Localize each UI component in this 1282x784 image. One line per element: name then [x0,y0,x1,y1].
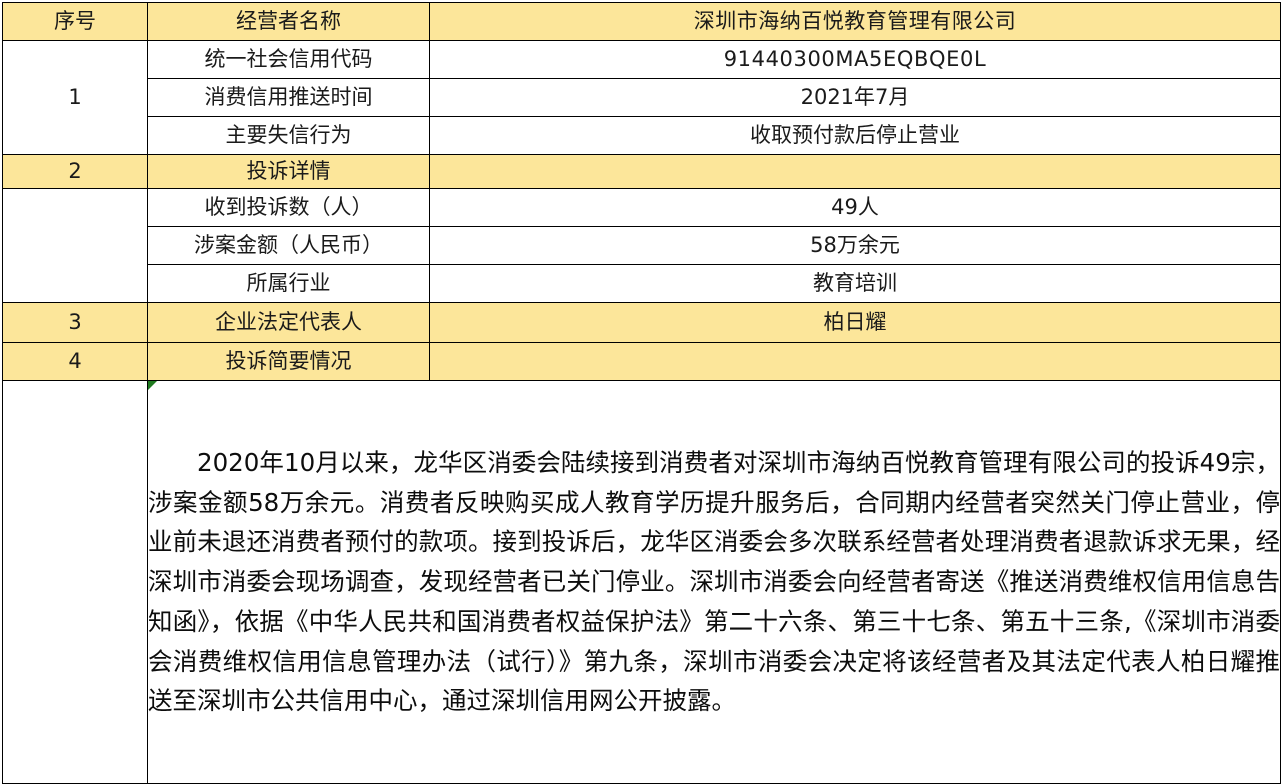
header-col-index: 序号 [2,2,148,41]
label-unified-credit-code: 统一社会信用代码 [147,40,430,79]
narrative-paragraph: 2020年10月以来，龙华区消委会陆续接到消费者对深圳市海纳百悦教育管理有限公司… [148,448,1280,716]
table-row: 消费信用推送时间 2021年7月 [3,78,1281,117]
value-complaint-count: 49人 [429,188,1281,227]
value-unified-credit-code: 91440300MA5EQBQE0L [429,40,1281,79]
section-title-complaint-summary: 投诉简要情况 [147,342,430,381]
table-row: 主要失信行为 收取预付款后停止营业 [3,116,1281,155]
row-index-4: 4 [2,342,148,381]
table-row: 所属行业 教育培训 [3,264,1281,303]
value-main-violation: 收取预付款后停止营业 [429,116,1281,155]
table-row: 收到投诉数（人） 49人 [2,188,1281,303]
narrative-cell: 2020年10月以来，龙华区消委会陆续接到消费者对深圳市海纳百悦教育管理有限公司… [147,380,1281,784]
value-push-time: 2021年7月 [429,78,1281,117]
narrative-row: 2020年10月以来，龙华区消委会陆续接到消费者对深圳市海纳百悦教育管理有限公司… [2,380,1281,784]
section-value-complaint-summary [429,342,1281,381]
section-value-complaint-detail [429,154,1281,189]
narrative-left-blank [2,380,148,784]
table-section-row: 2 投诉详情 [2,154,1281,189]
header-col-label: 经营者名称 [147,2,430,41]
label-industry: 所属行业 [147,264,430,303]
table-row: 涉案金额（人民币） 58万余元 [3,226,1281,265]
label-complaint-count: 收到投诉数（人） [147,188,430,227]
label-amount-involved: 涉案金额（人民币） [147,226,430,265]
error-flag-icon [148,381,157,390]
section-title-complaint-detail: 投诉详情 [147,154,430,189]
header-company-name: 深圳市海纳百悦教育管理有限公司 [429,2,1281,41]
row-index-3: 3 [2,302,148,343]
row-index-2-blank [2,188,148,303]
table-section-row: 4 投诉简要情况 [2,342,1281,381]
table-section-row: 3 企业法定代表人 柏日耀 [2,302,1281,343]
table-row: 1 统一社会信用代码 91440300MA5EQBQE0L [2,40,1281,155]
row-index-1: 1 [2,40,148,155]
value-amount-involved: 58万余元 [429,226,1281,265]
label-push-time: 消费信用推送时间 [147,78,430,117]
row-index-2: 2 [2,154,148,189]
section-title-legal-representative: 企业法定代表人 [147,302,430,343]
label-main-violation: 主要失信行为 [147,116,430,155]
value-legal-representative: 柏日耀 [429,302,1281,343]
table-header-row: 序号 经营者名称 深圳市海纳百悦教育管理有限公司 [2,2,1281,41]
value-industry: 教育培训 [429,264,1281,303]
